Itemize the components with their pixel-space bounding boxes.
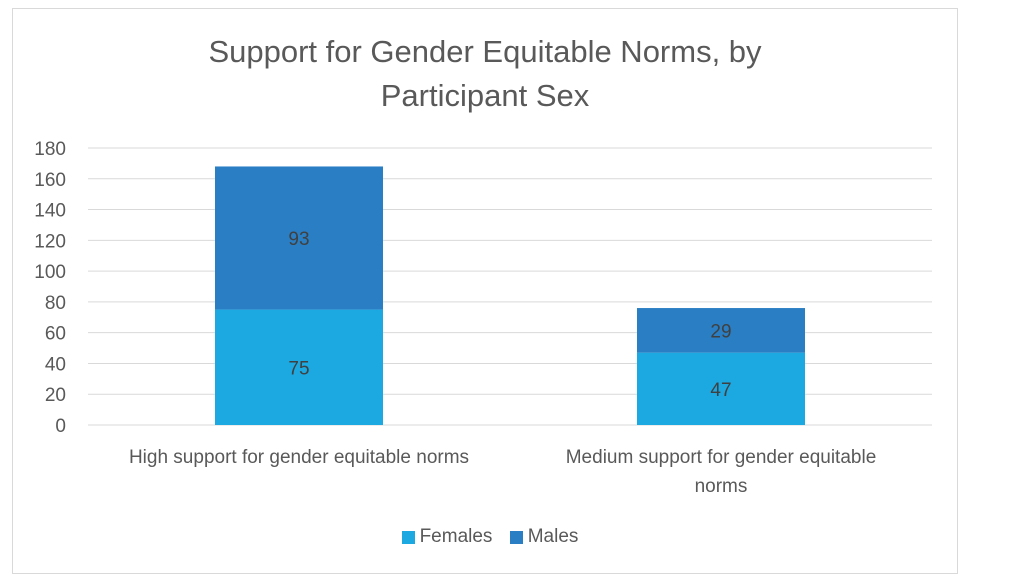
data-label: 29 — [710, 321, 731, 342]
x-category-label: norms — [695, 476, 748, 497]
bar-females — [215, 309, 383, 425]
chart-title-line-2: Participant Sex — [380, 78, 590, 113]
chart-title: Support for Gender Equitable Norms, by P… — [0, 30, 970, 118]
y-tick-label: 20 — [45, 385, 66, 406]
y-tick-label: 40 — [45, 354, 66, 375]
data-label: 75 — [288, 358, 309, 379]
y-tick-label: 80 — [45, 293, 66, 314]
y-tick-label: 160 — [34, 170, 66, 191]
data-label: 93 — [288, 229, 309, 250]
x-category-label: High support for gender equitable norms — [129, 447, 469, 468]
y-tick-label: 120 — [34, 231, 66, 252]
data-label: 47 — [710, 380, 731, 401]
chart-title-line-1: Support for Gender Equitable Norms, by — [208, 34, 762, 69]
chart-frame — [12, 8, 958, 574]
legend-item-males: Males — [509, 526, 579, 548]
legend-label-females: Females — [419, 526, 493, 547]
y-tick-label: 0 — [55, 416, 66, 437]
bar-females — [637, 352, 805, 425]
legend-item-females: Females — [401, 526, 493, 548]
chart-legend: Females Males — [0, 526, 980, 550]
y-tick-label: 140 — [34, 201, 66, 222]
bar-males — [637, 308, 805, 353]
legend-label-males: Males — [527, 526, 579, 547]
y-tick-label: 100 — [34, 262, 66, 283]
y-tick-label: 180 — [34, 139, 66, 160]
bar-males — [215, 166, 383, 310]
legend-swatch-males — [509, 530, 523, 544]
legend-swatch-females — [401, 530, 415, 544]
y-tick-label: 60 — [45, 324, 66, 345]
x-category-label: Medium support for gender equitable — [566, 447, 877, 468]
